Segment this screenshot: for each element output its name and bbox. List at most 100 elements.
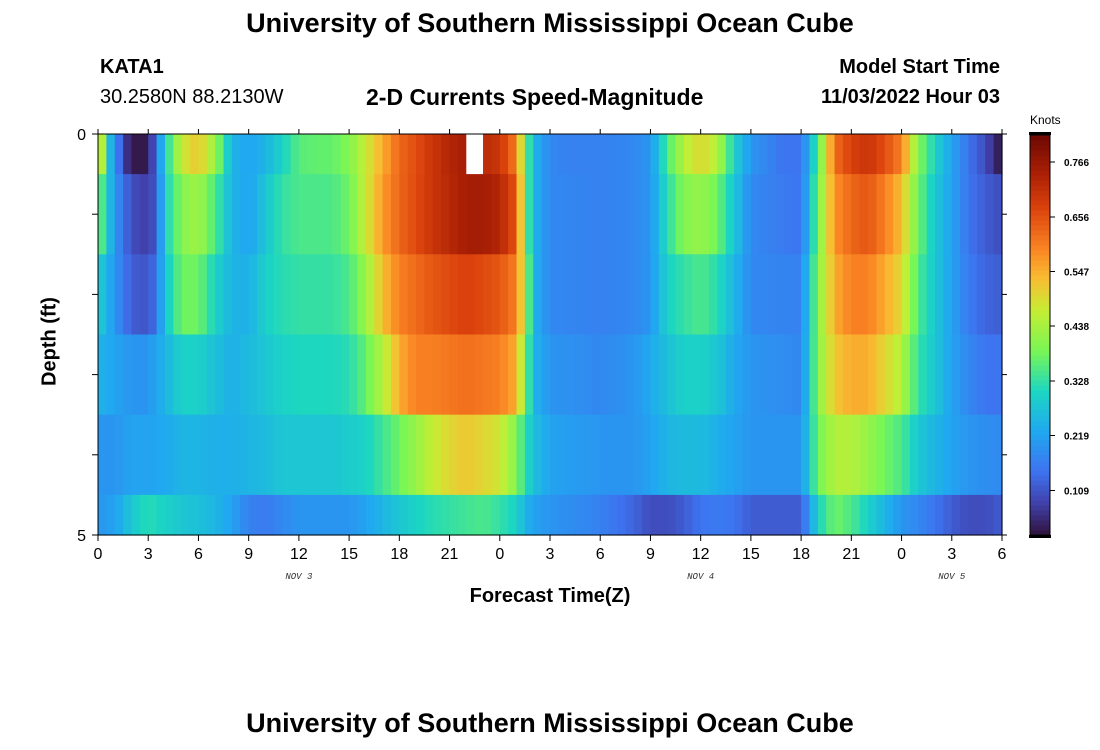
heatmap-cell [642, 174, 652, 255]
heatmap-cell [240, 174, 250, 255]
station-coordinates: 30.2580N 88.2130W [100, 86, 284, 108]
heatmap-cell [709, 414, 719, 496]
heatmap-cell [357, 414, 367, 496]
heatmap-cell [173, 414, 183, 496]
heatmap-cell [223, 134, 233, 175]
colorbar-segment [1030, 140, 1050, 146]
heatmap-cell [968, 174, 978, 255]
heatmap-cell [976, 334, 986, 416]
heatmap-cell [834, 494, 844, 536]
heatmap-cell [407, 174, 417, 255]
y-tick-label: 0 [77, 127, 86, 144]
heatmap-cell [315, 254, 325, 336]
heatmap-cell [968, 334, 978, 416]
colorbar-segment [1030, 425, 1050, 431]
heatmap-cell [265, 494, 275, 536]
heatmap-cell [248, 334, 258, 416]
heatmap-cell [784, 254, 794, 336]
heatmap-cell [282, 334, 292, 416]
colorbar-segment [1030, 520, 1050, 526]
heatmap-cell [483, 414, 493, 496]
heatmap-cell [181, 494, 191, 536]
heatmap-cell [223, 174, 233, 255]
colorbar-tick-label: 0.766 [1064, 158, 1089, 169]
heatmap-cell [683, 334, 693, 416]
heatmap-cell [416, 254, 426, 336]
heatmap-cell [198, 254, 208, 336]
heatmap-cell [692, 414, 702, 496]
heatmap-cell [332, 254, 342, 336]
heatmap-cell [491, 334, 501, 416]
heatmap-cell [248, 134, 258, 175]
heatmap-cell [98, 134, 107, 175]
heatmap-cell [307, 494, 317, 536]
heatmap-cell [516, 254, 526, 336]
heatmap-cell [642, 134, 652, 175]
colorbar-segment [1030, 515, 1050, 521]
heatmap-cell [759, 134, 769, 175]
plot-title: 2-D Currents Speed-Magnitude [366, 84, 704, 110]
heatmap-cell [616, 174, 626, 255]
heatmap-cell [457, 134, 467, 175]
heatmap-cell [558, 134, 568, 175]
heatmap-cell [390, 414, 400, 496]
heatmap-cell [859, 174, 869, 255]
heatmap-cell [148, 174, 158, 255]
heatmap-cell [541, 334, 551, 416]
colorbar-segment [1030, 465, 1050, 471]
heatmap-cell [834, 254, 844, 336]
heatmap-cell [215, 134, 225, 175]
heatmap-cell [382, 134, 392, 175]
heatmap-cell [943, 334, 953, 416]
heatmap-cell [499, 334, 509, 416]
heatmap-cell [826, 134, 836, 175]
heatmap-cell [792, 254, 802, 336]
heatmap-cell [759, 254, 769, 336]
heatmap-cell [181, 174, 191, 255]
heatmap-cell [600, 334, 610, 416]
heatmap-cell [524, 174, 534, 255]
heatmap-cell [231, 174, 241, 255]
heatmap-cell [449, 174, 459, 255]
heatmap-cell [893, 414, 903, 496]
heatmap-cell [516, 174, 526, 255]
heatmap-cell [859, 254, 869, 336]
heatmap-cell [98, 334, 107, 416]
heatmap-cell [516, 334, 526, 416]
heatmap-cell [273, 334, 283, 416]
heatmap-cell [114, 174, 124, 255]
colorbar-segment [1030, 245, 1050, 251]
heatmap-cell [298, 414, 308, 496]
heatmap-cell [131, 174, 141, 255]
heatmap-cell [441, 414, 451, 496]
heatmap-cell [290, 174, 300, 255]
heatmap-cell [491, 254, 501, 336]
heatmap-cell [742, 134, 752, 175]
heatmap-cell [591, 254, 601, 336]
heatmap-cell [566, 494, 576, 536]
heatmap-cell [717, 334, 727, 416]
heatmap-cell [968, 414, 978, 496]
heatmap-cell [608, 414, 618, 496]
heatmap-cell [650, 174, 660, 255]
heatmap-cell [575, 134, 585, 175]
heatmap-cell [608, 334, 618, 416]
heatmap-cell [290, 254, 300, 336]
heatmap-cell [642, 414, 652, 496]
heatmap-cell [909, 334, 919, 416]
heatmap-cell [181, 134, 191, 175]
heatmap-cell [909, 494, 919, 536]
heatmap-cell [709, 494, 719, 536]
heatmap-cell [776, 414, 785, 496]
heatmap-cell [533, 414, 543, 496]
colorbar-segment [1030, 335, 1050, 341]
heatmap-cell [441, 254, 451, 336]
heatmap-cell [424, 174, 434, 255]
heatmap-cell [566, 334, 576, 416]
heatmap-cell [307, 174, 317, 255]
colorbar-segment [1030, 375, 1050, 381]
heatmap-cell [541, 254, 551, 336]
heatmap-cell [692, 134, 702, 175]
heatmap-cell [675, 174, 685, 255]
heatmap-cell [767, 414, 777, 496]
